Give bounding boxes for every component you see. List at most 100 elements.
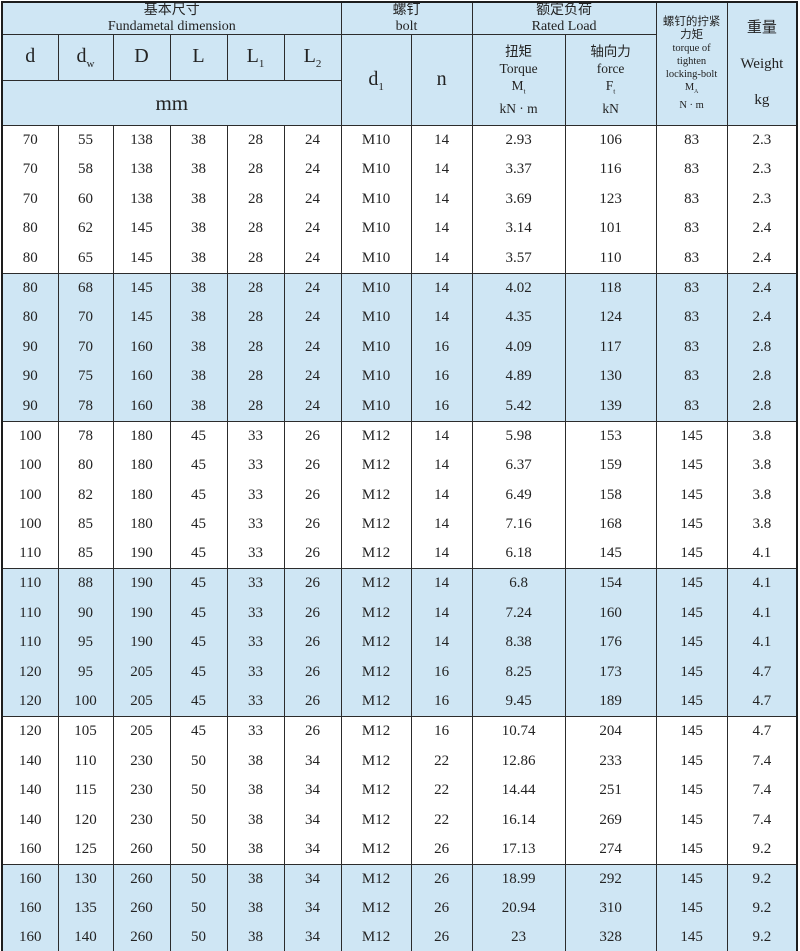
table-cell: 138 bbox=[112, 155, 171, 185]
table-cell: 18.99 bbox=[471, 864, 566, 895]
header-rated-load-zh: 额定负荷 bbox=[536, 3, 593, 18]
table-row: 80 65 145 38 28 24 M10 14 3.57 110 83 2.4 bbox=[1, 243, 798, 274]
table-cell: 90 bbox=[1, 362, 59, 392]
table-row: 110 90 190 45 33 26 M12 14 7.24 160 145 4.1 bbox=[1, 598, 798, 629]
table-cell: 38 bbox=[169, 332, 228, 362]
table-cell: 17.13 bbox=[471, 835, 566, 865]
header-locking-torque: 螺钉的拧紧 力矩 torque of tighten locking-bolt … bbox=[655, 1, 728, 126]
table-cell: 140 bbox=[57, 923, 114, 951]
table-cell: 14 bbox=[410, 302, 473, 333]
table-cell: 14 bbox=[410, 628, 473, 658]
table-cell: M10 bbox=[340, 214, 412, 244]
table-row: 160 140 260 50 38 34 M12 26 23 328 145 9.2 bbox=[1, 923, 798, 951]
table-cell: 189 bbox=[564, 687, 657, 717]
table-cell: 7.4 bbox=[726, 775, 798, 806]
table-cell: 26 bbox=[283, 421, 342, 451]
table-cell: 33 bbox=[226, 480, 285, 510]
table-cell: 83 bbox=[655, 302, 728, 333]
table-cell: 158 bbox=[564, 480, 657, 510]
torque-symbol: Mt bbox=[511, 78, 526, 96]
table-cell: 8.25 bbox=[471, 657, 566, 688]
table-row: 70 60 138 38 28 24 M10 14 3.69 123 83 2.3 bbox=[1, 184, 798, 215]
table-cell: 14 bbox=[410, 214, 473, 244]
table-cell: 3.37 bbox=[471, 155, 566, 185]
table-cell: 28 bbox=[226, 273, 285, 303]
table-cell: 260 bbox=[112, 835, 171, 865]
table-cell: 190 bbox=[112, 628, 171, 658]
table-cell: 328 bbox=[564, 923, 657, 951]
locking-torque-zh1: 螺钉的拧紧 bbox=[662, 15, 721, 28]
table-cell: 33 bbox=[226, 628, 285, 658]
table-cell: 34 bbox=[283, 923, 342, 951]
table-cell: 16 bbox=[410, 362, 473, 392]
table-cell: 38 bbox=[226, 923, 285, 951]
table-cell: 110 bbox=[1, 628, 59, 658]
table-cell: 6.49 bbox=[471, 480, 566, 510]
table-cell: M10 bbox=[340, 391, 412, 422]
table-cell: 45 bbox=[169, 450, 228, 481]
table-cell: 6.8 bbox=[471, 568, 566, 599]
table-cell: M10 bbox=[340, 362, 412, 392]
table-cell: 140 bbox=[1, 775, 59, 806]
table-cell: 38 bbox=[169, 155, 228, 185]
table-cell: 85 bbox=[57, 509, 114, 540]
table-row: 140 110 230 50 38 34 M12 22 12.86 233 145 7.4 bbox=[1, 746, 798, 776]
table-cell: 83 bbox=[655, 243, 728, 274]
table-cell: 145 bbox=[655, 864, 728, 895]
table-cell: 28 bbox=[226, 362, 285, 392]
table-cell: 4.09 bbox=[471, 332, 566, 362]
table-cell: 230 bbox=[112, 805, 171, 835]
locking-torque-en3: locking-bolt bbox=[665, 68, 718, 80]
table-cell: 83 bbox=[655, 391, 728, 422]
row-group: 100 78 180 45 33 26 M12 14 5.98 153 145 3.8 100 80 180… bbox=[1, 421, 798, 569]
table-cell: 310 bbox=[564, 894, 657, 924]
table-cell: 124 bbox=[564, 302, 657, 333]
table-cell: 16.14 bbox=[471, 805, 566, 835]
header-row-mm: mm bbox=[1, 80, 797, 126]
table-cell: 75 bbox=[57, 362, 114, 392]
table-cell: 138 bbox=[112, 184, 171, 215]
force-en: force bbox=[596, 61, 625, 77]
table-cell: 83 bbox=[655, 273, 728, 303]
table-cell: 2.4 bbox=[726, 302, 798, 333]
table-cell: 24 bbox=[283, 273, 342, 303]
table-cell: 2.4 bbox=[726, 214, 798, 244]
table-cell: 145 bbox=[655, 923, 728, 951]
table-cell: 33 bbox=[226, 450, 285, 481]
table-cell: 22 bbox=[410, 746, 473, 776]
table-cell: 4.1 bbox=[726, 568, 798, 599]
table-cell: 106 bbox=[564, 125, 657, 156]
table-cell: 70 bbox=[57, 332, 114, 362]
table-cell: 24 bbox=[283, 332, 342, 362]
table-cell: 95 bbox=[57, 657, 114, 688]
table-row: 80 70 145 38 28 24 M10 14 4.35 124 83 2.4 bbox=[1, 302, 798, 333]
table-cell: 24 bbox=[283, 362, 342, 392]
table-cell: 6.37 bbox=[471, 450, 566, 481]
table-cell: 38 bbox=[226, 894, 285, 924]
table-cell: 28 bbox=[226, 302, 285, 333]
table-cell: 7.4 bbox=[726, 746, 798, 776]
table-cell: 8.38 bbox=[471, 628, 566, 658]
table-cell: 145 bbox=[112, 243, 171, 274]
table-row: 80 62 145 38 28 24 M10 14 3.14 101 83 2.4 bbox=[1, 214, 798, 244]
table-cell: 140 bbox=[1, 746, 59, 776]
table-cell: 38 bbox=[169, 184, 228, 215]
table-cell: 60 bbox=[57, 184, 114, 215]
header-rated-load: 额定负荷 Rated Load bbox=[471, 1, 657, 35]
table-cell: 105 bbox=[57, 716, 114, 747]
table-cell: 38 bbox=[226, 805, 285, 835]
table-cell: 68 bbox=[57, 273, 114, 303]
table-cell: 145 bbox=[655, 894, 728, 924]
table-cell: 100 bbox=[57, 687, 114, 717]
table-cell: 190 bbox=[112, 568, 171, 599]
table-cell: 4.35 bbox=[471, 302, 566, 333]
table-cell: 180 bbox=[112, 480, 171, 510]
table-cell: 160 bbox=[1, 835, 59, 865]
table-cell: 24 bbox=[283, 125, 342, 156]
force-unit: kN bbox=[602, 100, 619, 116]
table-cell: 16 bbox=[410, 687, 473, 717]
table-cell: 14 bbox=[410, 480, 473, 510]
table-cell: M12 bbox=[340, 598, 412, 629]
table-cell: 120 bbox=[1, 657, 59, 688]
table-cell: 190 bbox=[112, 598, 171, 629]
